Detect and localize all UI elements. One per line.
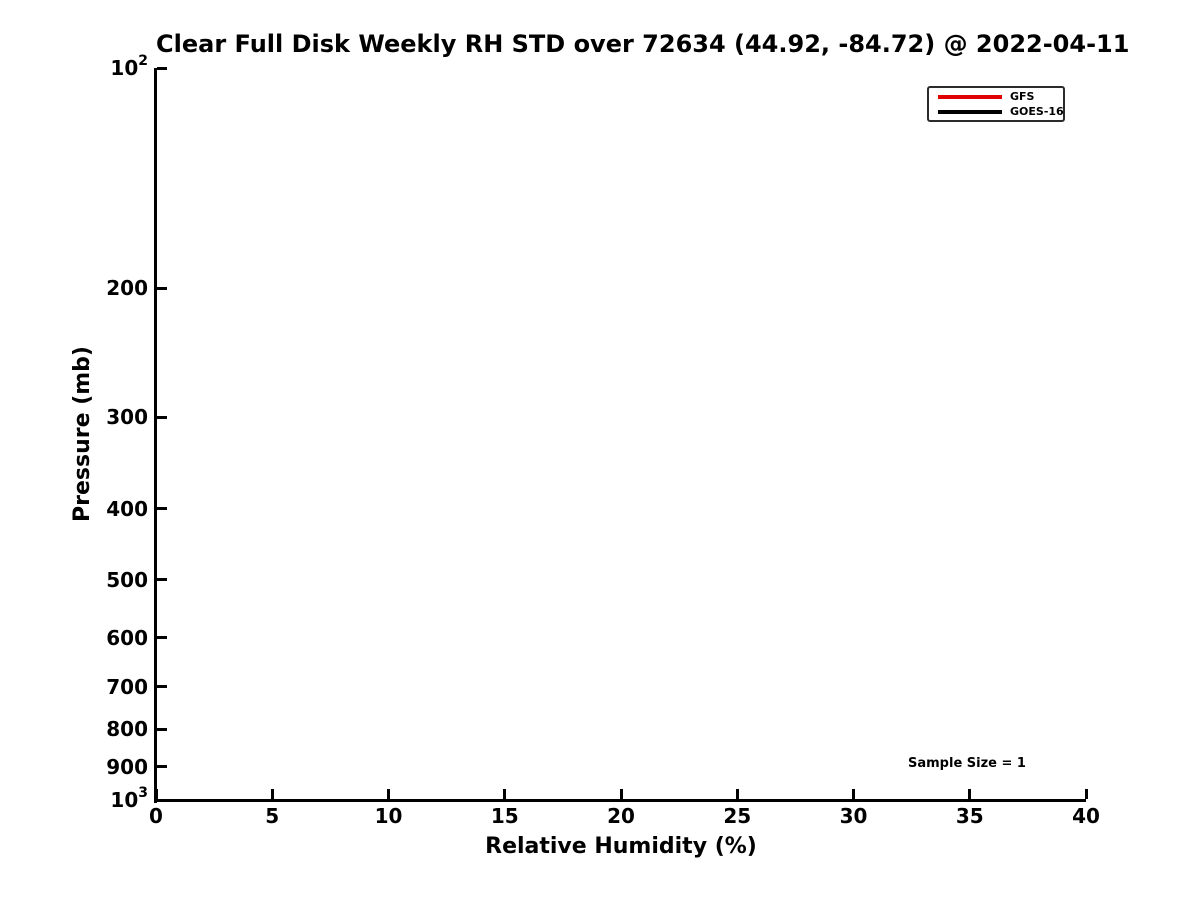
y-tick-label: 300 [106, 405, 148, 430]
y-tick-label: 700 [106, 674, 148, 699]
x-tick-label: 35 [955, 804, 984, 828]
y-tick-mark [157, 798, 167, 802]
x-tick-label: 15 [490, 804, 519, 828]
x-tick-label: 40 [1072, 804, 1100, 828]
y-tick-label: 800 [106, 717, 148, 742]
legend-item: GFS [938, 90, 1063, 103]
x-tick-label: 20 [607, 804, 635, 828]
x-tick-label: 5 [265, 804, 280, 828]
y-tick-label: 103 [110, 785, 148, 812]
legend-item: GOES-16 [938, 105, 1064, 118]
x-tick-mark [270, 789, 274, 799]
x-tick-label: 0 [149, 804, 163, 828]
y-tick-mark [157, 286, 167, 290]
x-tick-label: 25 [723, 804, 752, 828]
x-tick-mark [154, 789, 158, 799]
y-tick-mark [157, 415, 167, 419]
legend-line-swatch [938, 94, 1002, 99]
y-tick-label: 600 [106, 625, 148, 650]
y-tick-mark [157, 685, 167, 689]
sample-size-annotation: Sample Size = 1 [908, 756, 1026, 771]
legend-item-label: GFS [1010, 90, 1035, 103]
x-tick-label: 10 [374, 804, 403, 828]
y-axis-label: Pressure (mb) [70, 346, 95, 522]
x-tick-label: 30 [839, 804, 868, 828]
x-tick-mark [968, 789, 972, 799]
y-tick-label: 500 [106, 567, 148, 592]
y-tick-label: 400 [106, 496, 148, 521]
y-tick-mark [157, 765, 167, 768]
x-tick-mark [1084, 789, 1088, 799]
y-tick-mark [157, 66, 167, 70]
y-tick-mark [157, 507, 167, 511]
chart-title: Clear Full Disk Weekly RH STD over 72634… [156, 30, 1130, 58]
y-tick-label: 102 [110, 53, 148, 80]
y-tick-label: 200 [106, 276, 148, 301]
x-tick-mark [503, 789, 507, 799]
legend: GFS GOES-16 [927, 86, 1065, 122]
x-axis-label: Relative Humidity (%) [485, 834, 757, 859]
x-tick-mark [619, 789, 623, 799]
y-tick-mark [157, 578, 167, 582]
y-tick-label: 900 [106, 754, 148, 779]
y-tick-mark [157, 636, 167, 640]
legend-line-swatch [938, 109, 1002, 114]
x-tick-mark [852, 789, 855, 799]
bottom-spine [154, 799, 1086, 802]
x-tick-mark [735, 789, 739, 799]
y-tick-mark [157, 727, 167, 731]
left-spine [154, 68, 157, 803]
legend-item-label: GOES-16 [1010, 105, 1064, 118]
x-tick-mark [387, 789, 390, 799]
